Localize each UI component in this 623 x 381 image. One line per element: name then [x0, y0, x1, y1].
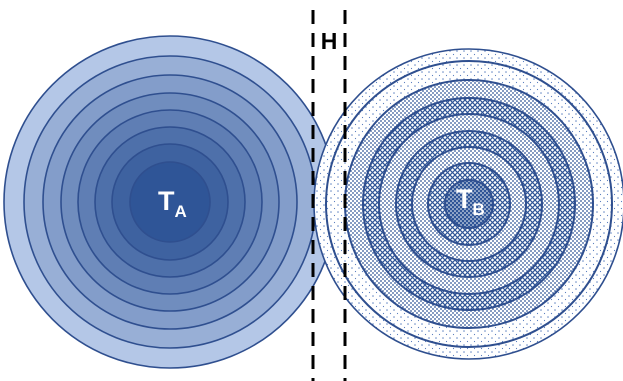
- label-ta-subscript: A: [175, 202, 187, 221]
- left-body-ta: [3, 35, 337, 369]
- left-ring: [129, 161, 211, 243]
- right-body-tb: [313, 48, 623, 360]
- gap-label-h: H: [321, 28, 338, 54]
- label-tb: TB: [456, 184, 485, 219]
- label-ta: TA: [158, 186, 187, 221]
- label-tb-subscript: B: [473, 200, 485, 219]
- label-tb-main: T: [456, 184, 473, 214]
- label-ta-main: T: [158, 186, 175, 216]
- right-ring: [444, 179, 494, 229]
